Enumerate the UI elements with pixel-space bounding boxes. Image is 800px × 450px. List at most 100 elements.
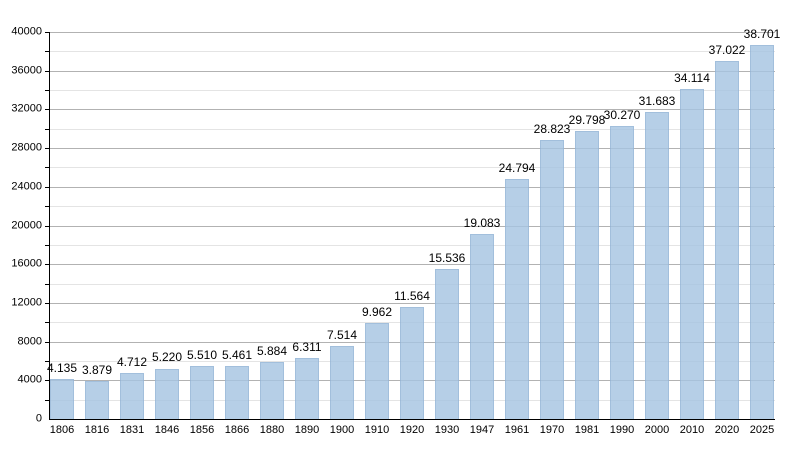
x-tick-label: 1856 [189,424,215,436]
bar [155,368,179,419]
gridline-minor [50,244,775,246]
y-axis-tick [45,264,49,266]
bar-value-label: 4.712 [116,355,148,370]
gridline-major [50,186,775,188]
y-axis-tick [45,244,49,246]
bar-value-label: 9.962 [361,304,393,319]
x-tick-label: 1990 [609,424,635,436]
x-tick-label: 1961 [504,424,530,436]
y-axis-tick [45,399,49,401]
y-tick-label: 28000 [11,141,42,154]
bar [435,268,459,419]
y-axis-tick [45,128,49,130]
gridline-minor [50,206,775,208]
x-tick-label: 1831 [119,424,145,436]
bar-value-label: 11.564 [394,289,430,304]
bar [505,179,529,419]
bar [330,346,354,419]
bar [365,322,389,419]
x-tick-label: 1920 [399,424,425,436]
x-axis [49,419,775,420]
y-axis-tick [45,283,49,285]
bar-value-label: 38.701 [743,26,781,41]
x-tick-label: 1866 [224,424,250,436]
y-axis-tick [45,51,49,53]
bar-value-label: 6.311 [292,339,322,354]
x-tick-label: 1846 [154,424,180,436]
gridline-major [50,148,775,150]
bar [470,234,494,419]
bar [680,88,704,419]
bar-value-label: 28.823 [533,122,571,137]
y-axis-tick [45,302,49,304]
gridline-major [50,225,775,227]
x-tick-label: 1930 [434,424,460,436]
bar-value-label: 24.794 [498,161,536,176]
gridline-minor [50,167,775,169]
y-tick-label: 24000 [11,180,42,193]
x-tick-label: 1816 [84,424,110,436]
bar [540,140,564,419]
gridline-minor [50,128,775,130]
gridline-minor [50,51,775,53]
bar [715,60,739,419]
y-axis [49,32,50,419]
bar-value-label: 7.514 [326,328,358,343]
y-axis-tick [45,341,49,343]
y-axis-tick [45,90,49,92]
bar-value-label: 4.135 [46,360,78,375]
bar-value-label: 5.220 [151,350,183,365]
y-axis-tick [45,225,49,227]
bar-value-label: 5.884 [256,344,288,359]
bar-value-label: 5.510 [186,347,218,362]
y-axis-tick [45,32,49,33]
bar [120,373,144,419]
gridline-major [50,109,775,111]
x-tick-label: 1910 [364,424,390,436]
bar-value-label: 19.083 [463,216,501,231]
y-axis-tick [45,206,49,208]
bar-value-label: 31.683 [638,94,676,109]
plot-area: 0 4000 8000 12000 16000 20000 24000 28000 32000 3… [11,26,780,436]
bar [400,307,424,419]
y-axis-tick [45,109,49,111]
y-tick-label: 8000 [17,335,42,348]
x-tick-label: 1806 [49,424,75,436]
bar [260,362,284,419]
y-axis-tick [45,148,49,150]
gridline-minor [50,90,775,92]
x-tick-label: 1890 [294,424,320,436]
y-tick-label: 40000 [11,25,42,38]
x-tick-label: 2025 [749,424,775,436]
x-tick-label: 2020 [714,424,740,436]
bar [85,381,109,419]
x-tick-label: 1947 [469,424,495,436]
y-tick-label: 20000 [11,219,42,231]
y-tick-label: 12000 [11,296,42,309]
bar [50,379,74,419]
bar [575,130,599,419]
x-tick-label: 2010 [679,424,705,436]
y-tick-label: 36000 [11,64,42,77]
y-axis-tick [45,167,49,169]
bar [225,366,249,419]
x-tick-label: 1900 [329,424,355,436]
bar-value-label: 3.879 [81,363,113,378]
bar-value-label: 37.022 [708,42,746,57]
bar-value-label: 30.270 [603,108,641,123]
gridline-major [50,302,775,304]
bar-value-label: 34.114 [674,70,710,85]
bar-value-label: 5.461 [221,348,253,363]
bar [750,44,774,419]
gridline-major [50,32,775,33]
bar [645,112,669,419]
bar-value-label: 15.536 [428,250,466,265]
y-axis-tick [45,322,49,324]
bar-value-label: 29.798 [568,112,606,127]
x-tick-label: 1880 [259,424,285,436]
bar [295,357,319,419]
x-tick-label: 1981 [574,424,600,436]
x-tick-label: 2000 [644,424,670,436]
x-tick-label: 1970 [539,424,565,436]
bar [190,365,214,419]
